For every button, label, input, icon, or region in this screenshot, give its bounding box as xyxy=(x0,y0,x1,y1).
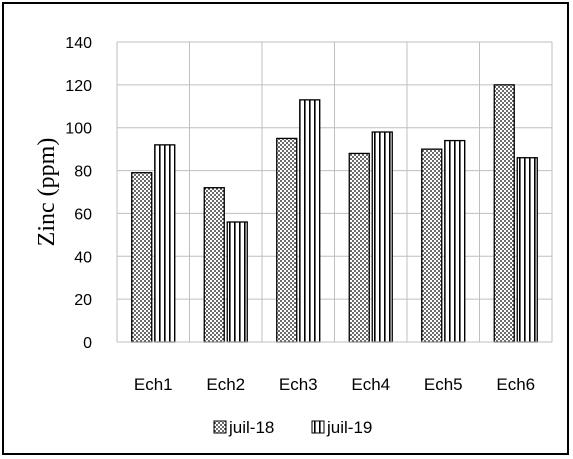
legend-swatch-juil-19 xyxy=(311,420,325,434)
bar-juil-19-Ech3 xyxy=(299,99,321,343)
y-tick-label: 0 xyxy=(83,335,92,352)
bar-juil-18-Ech5 xyxy=(421,148,443,343)
y-tick-label: 140 xyxy=(65,35,92,52)
y-axis-tick-labels: 0 20 40 60 80 100 120 140 xyxy=(65,35,92,352)
bar-juil-19-Ech1 xyxy=(154,144,176,343)
x-category-label: Ech5 xyxy=(424,375,463,394)
gridlines xyxy=(116,41,553,342)
legend-swatch-juil-18 xyxy=(213,420,227,434)
bar-juil-19-Ech6 xyxy=(516,157,538,343)
bar-juil-19-Ech2 xyxy=(226,221,248,343)
legend: juil-18 juil-19 xyxy=(213,418,372,437)
x-category-label: Ech3 xyxy=(279,375,318,394)
chart-frame: 0 20 40 60 80 100 120 140 Ech1 Ech2 Ech3 Ech4 Ech5 E… xyxy=(2,2,569,455)
y-tick-label: 60 xyxy=(74,206,92,223)
legend-label-juil-19: juil-19 xyxy=(326,418,372,437)
bar-juil-19-Ech4 xyxy=(371,131,393,343)
x-category-label: Ech2 xyxy=(206,375,245,394)
x-category-label: Ech4 xyxy=(351,375,390,394)
bar-juil-19-Ech5 xyxy=(444,139,466,343)
y-tick-label: 20 xyxy=(74,292,92,309)
bar-juil-18-Ech6 xyxy=(493,84,515,343)
x-category-label: Ech1 xyxy=(134,375,173,394)
legend-label-juil-18: juil-18 xyxy=(228,418,274,437)
bar-juil-18-Ech1 xyxy=(131,172,153,343)
y-tick-label: 100 xyxy=(65,121,92,138)
bar-juil-18-Ech4 xyxy=(348,152,370,343)
y-tick-label: 120 xyxy=(65,78,92,95)
bar-juil-18-Ech3 xyxy=(276,137,298,343)
y-tick-label: 40 xyxy=(74,249,92,266)
bar-juil-18-Ech2 xyxy=(203,187,225,343)
y-tick-label: 80 xyxy=(74,164,92,181)
x-axis-category-labels: Ech1 Ech2 Ech3 Ech4 Ech5 Ech6 xyxy=(134,375,535,394)
x-category-label: Ech6 xyxy=(496,375,535,394)
y-axis-title: Zinc (ppm) xyxy=(34,138,60,247)
